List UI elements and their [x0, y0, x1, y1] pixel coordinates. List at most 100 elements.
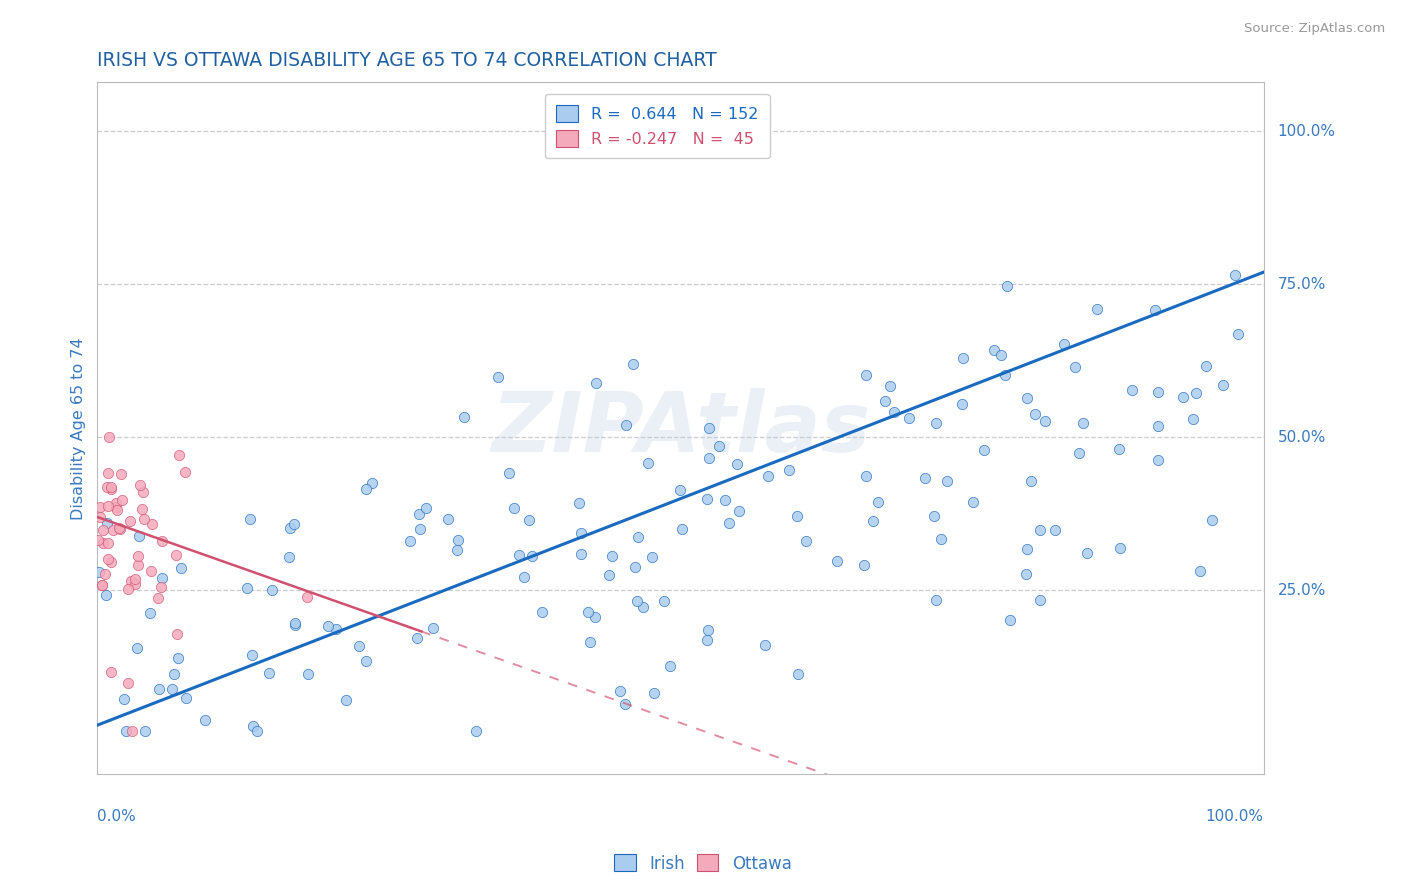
Point: [97, 536, 120, 550]
Point: [257, 666, 280, 681]
Point: [105, 500, 128, 515]
Point: [118, 515, 141, 529]
Point: [697, 421, 720, 435]
Point: [415, 500, 437, 515]
Point: [929, 533, 952, 547]
Point: [727, 504, 749, 518]
Text: ZIPAtlas: ZIPAtlas: [491, 388, 870, 468]
Point: [117, 675, 139, 690]
Point: [530, 605, 553, 619]
Point: [100, 482, 122, 496]
Point: [399, 534, 422, 549]
Point: [150, 580, 173, 594]
Point: [160, 682, 183, 697]
Point: [658, 659, 681, 673]
Point: [124, 572, 146, 586]
Point: [794, 533, 817, 548]
Text: IRISH VS OTTAWA DISABILITY AGE 65 TO 74 CORRELATION CHART: IRISH VS OTTAWA DISABILITY AGE 65 TO 74 …: [97, 51, 717, 70]
Point: [643, 686, 665, 700]
Point: [786, 508, 808, 523]
Point: [110, 467, 132, 482]
Point: [995, 279, 1018, 293]
Point: [914, 470, 936, 484]
Point: [696, 632, 718, 647]
Point: [176, 690, 198, 705]
Point: [623, 559, 645, 574]
Point: [583, 610, 606, 624]
Point: [105, 503, 128, 517]
Point: [717, 516, 740, 530]
Point: [508, 548, 530, 562]
Point: [112, 692, 135, 706]
Point: [1212, 378, 1234, 392]
Point: [778, 463, 800, 477]
Text: 100.0%: 100.0%: [1206, 809, 1264, 823]
Point: [97, 499, 120, 513]
Point: [150, 571, 173, 585]
Point: [1015, 391, 1038, 405]
Point: [132, 512, 155, 526]
Point: [100, 665, 122, 679]
Point: [671, 523, 693, 537]
Point: [127, 558, 149, 573]
Point: [962, 494, 984, 508]
Point: [1028, 523, 1050, 537]
Point: [129, 477, 152, 491]
Point: [568, 496, 591, 510]
Point: [166, 627, 188, 641]
Point: [297, 590, 319, 604]
Point: [517, 514, 540, 528]
Point: [97, 466, 120, 480]
Point: [94, 588, 117, 602]
Point: [127, 549, 149, 563]
Point: [1173, 390, 1195, 404]
Point: [91, 577, 114, 591]
Point: [360, 476, 382, 491]
Point: [825, 554, 848, 568]
Point: [117, 582, 139, 596]
Point: [613, 697, 636, 711]
Point: [98, 430, 121, 444]
Point: [278, 549, 301, 564]
Point: [100, 555, 122, 569]
Point: [696, 624, 718, 638]
Point: [1067, 446, 1090, 460]
Point: [862, 514, 884, 528]
Text: 100.0%: 100.0%: [1278, 124, 1336, 139]
Point: [446, 533, 468, 547]
Point: [165, 548, 187, 562]
Point: [754, 639, 776, 653]
Point: [284, 615, 307, 630]
Point: [101, 523, 124, 537]
Point: [579, 635, 602, 649]
Point: [621, 357, 644, 371]
Text: Source: ZipAtlas.com: Source: ZipAtlas.com: [1244, 22, 1385, 36]
Point: [1015, 542, 1038, 557]
Point: [855, 368, 877, 382]
Point: [486, 369, 509, 384]
Point: [1063, 359, 1085, 374]
Point: [1071, 416, 1094, 430]
Point: [853, 558, 876, 572]
Point: [998, 613, 1021, 627]
Point: [97, 552, 120, 566]
Point: [422, 621, 444, 635]
Point: [569, 525, 592, 540]
Point: [128, 528, 150, 542]
Point: [316, 619, 339, 633]
Point: [1085, 301, 1108, 316]
Point: [89, 510, 111, 524]
Point: [756, 469, 779, 483]
Point: [696, 491, 718, 506]
Point: [1035, 414, 1057, 428]
Point: [107, 521, 129, 535]
Point: [641, 549, 664, 564]
Point: [138, 606, 160, 620]
Point: [1019, 475, 1042, 489]
Point: [714, 493, 737, 508]
Point: [786, 667, 808, 681]
Point: [236, 581, 259, 595]
Point: [174, 466, 197, 480]
Point: [1146, 452, 1168, 467]
Point: [994, 368, 1017, 382]
